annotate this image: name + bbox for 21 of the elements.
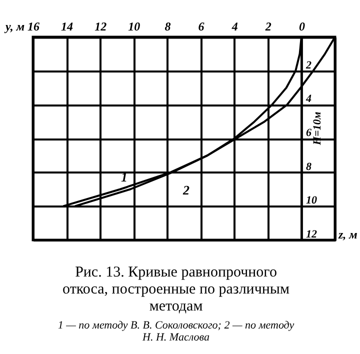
series-label: 2: [182, 182, 190, 198]
text: 1 — по методу В. В. Соколовского; 2 — по методу Н. Н. Маслова: [58, 320, 294, 344]
y-axis-title: z, м: [338, 228, 358, 242]
x-tick-label: 0: [298, 20, 305, 34]
x-tick-label: 12: [94, 20, 107, 34]
y-tick-label: 4: [304, 93, 312, 106]
x-axis-title: y, м: [4, 20, 25, 34]
text: Рис. 13. Кривые равнопрочного откоса, построенные по различным методам: [62, 264, 290, 314]
y-tick-label: 10: [306, 194, 318, 207]
x-tick-label: 6: [198, 20, 204, 34]
x-tick-label: 16: [28, 20, 40, 34]
x-tick-label: 14: [61, 20, 74, 34]
x-tick-label: 4: [230, 20, 238, 34]
x-tick-label: 8: [164, 20, 171, 34]
y-tick-label: 12: [306, 228, 318, 240]
x-tick-label: 2: [264, 20, 272, 34]
y-tick-label: 6: [306, 127, 312, 139]
y-tick-label: 8: [306, 160, 312, 173]
series-label: 1: [120, 169, 128, 184]
y-tick-label: 2: [304, 59, 312, 72]
x-tick-label: 10: [128, 20, 140, 34]
